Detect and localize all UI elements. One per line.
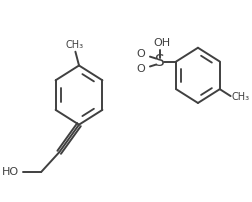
Text: O: O [136,64,145,75]
Text: HO: HO [2,167,19,177]
Text: OH: OH [152,38,170,48]
Text: O: O [136,49,145,59]
Text: CH₃: CH₃ [65,40,83,50]
Text: S: S [154,54,164,69]
Text: CH₃: CH₃ [231,92,249,102]
